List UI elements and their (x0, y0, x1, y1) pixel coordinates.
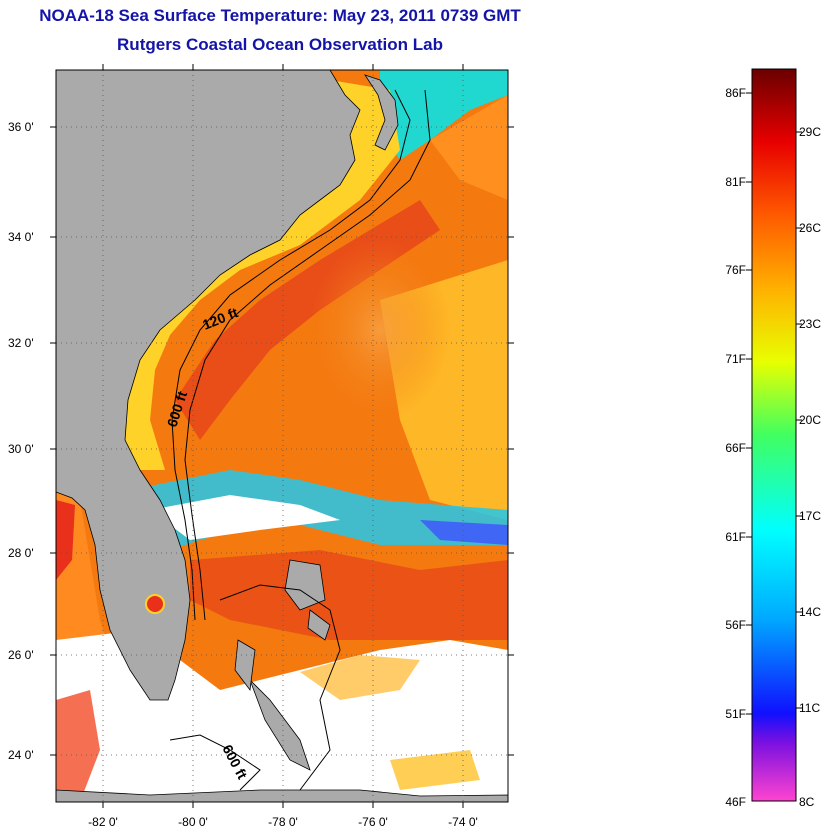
lat-label: 30 0' (8, 442, 34, 456)
colorbar-c-label: 11C (799, 701, 820, 715)
lon-label: -76 0' (358, 815, 388, 829)
lat-label: 34 0' (8, 230, 34, 244)
map-title: NOAA-18 Sea Surface Temperature: May 23,… (39, 6, 521, 25)
contour-120ft (171, 89, 411, 621)
land-mainland (56, 70, 361, 701)
colorbar-c-label: 17C (799, 509, 821, 523)
colorbar-ticks (746, 92, 802, 715)
gulf-red-patch (56, 500, 75, 580)
lake-okeechobee (145, 594, 165, 614)
colorbar-f-label: 71F (725, 352, 746, 366)
cloud-edge-patch (300, 655, 420, 700)
lat-label: 36 0' (8, 120, 34, 134)
map-frame (55, 69, 509, 803)
colorbar-c-label: 29C (799, 125, 821, 139)
lat-label: 28 0' (8, 546, 34, 560)
colorbar-f-label: 86F (725, 86, 746, 100)
colorbar-c-label: 20C (799, 413, 821, 427)
cool-water-north (380, 70, 508, 160)
lon-label: -82 0' (88, 815, 118, 829)
colorbar-c-label: 26C (799, 221, 821, 235)
lon-label: -74 0' (448, 815, 478, 829)
colorbar: 86F 81F 76F 71F 66F 61F 56F 51F 46F 29C … (725, 68, 821, 809)
colorbar-c-label: 14C (799, 605, 821, 619)
lat-label: 26 0' (8, 648, 34, 662)
lon-label: -78 0' (268, 815, 298, 829)
sst-image (56, 70, 508, 802)
southwest-warm-patch (56, 690, 100, 802)
lon-label: -80 0' (178, 815, 208, 829)
colorbar-f-label: 76F (725, 263, 746, 277)
contour-south (169, 734, 261, 791)
lat-label: 32 0' (8, 336, 34, 350)
south-yellow-patch (390, 750, 480, 790)
land-eleuthera (307, 609, 331, 641)
land-outer-banks (364, 74, 399, 151)
grid-lines (56, 70, 508, 802)
colorbar-f-label: 61F (725, 530, 746, 544)
colorbar-f-label: 51F (725, 707, 746, 721)
eddy-feature (310, 240, 450, 420)
axis-ticks (50, 64, 514, 808)
land-bahamas-south (249, 679, 311, 771)
colorbar-gradient (751, 68, 797, 802)
colorbar-c-label: 8C (799, 795, 815, 809)
land-cuba (56, 789, 508, 802)
cool-patch (420, 520, 508, 545)
colorbar-f-label: 46F (725, 795, 746, 809)
contour-bahamas (219, 584, 341, 791)
contour-600ft (184, 89, 431, 621)
southern-warm-water (190, 550, 508, 640)
colorbar-f-label: 56F (725, 618, 746, 632)
lat-label: 24 0' (8, 748, 34, 762)
land-bahamas-north (284, 559, 326, 611)
cloud-band (150, 495, 340, 540)
colorbar-c-label: 23C (799, 317, 821, 331)
land-andros (234, 639, 256, 692)
colorbar-f-label: 81F (725, 175, 746, 189)
warm-band (430, 95, 508, 200)
map-subtitle: Rutgers Coastal Ocean Observation Lab (117, 35, 443, 54)
colorbar-f-label: 66F (725, 441, 746, 455)
